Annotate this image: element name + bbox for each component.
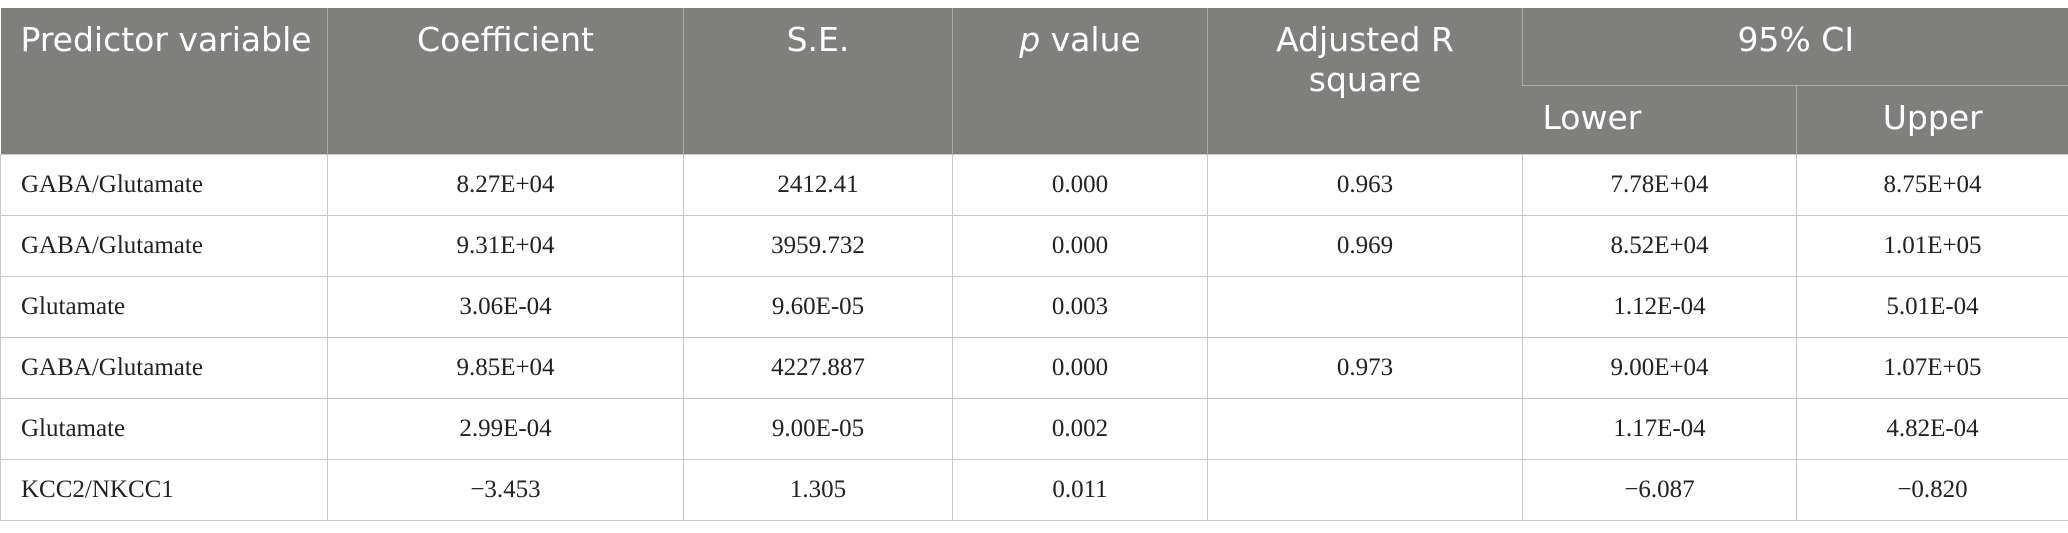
table-row: Glutamate 2.99E-04 9.00E-05 0.002 1.17E-04 4.…: [0, 398, 2068, 460]
table-cell: −3.453: [327, 459, 684, 521]
table-cell: 0.973: [1207, 337, 1523, 399]
table-cell: GABA/Glutamate: [0, 154, 328, 216]
header-cell: Adjusted R square: [1207, 8, 1523, 155]
table-cell: [1207, 276, 1523, 338]
table-cell: 9.31E+04: [327, 215, 684, 277]
header-cell: Predictor variable: [0, 8, 328, 155]
table-cell: 1.305: [683, 459, 953, 521]
table-cell: −6.087: [1522, 459, 1797, 521]
table-cell: 3.06E-04: [327, 276, 684, 338]
table-cell: 0.003: [952, 276, 1208, 338]
table-row: GABA/Glutamate 9.31E+04 3959.732 0.000 0.969…: [0, 215, 2068, 277]
table-cell: [1207, 459, 1523, 521]
table-cell: 1.17E-04: [1522, 398, 1797, 460]
table-cell: 0.011: [952, 459, 1208, 521]
table-cell: GABA/Glutamate: [0, 215, 328, 277]
table-cell: 0.000: [952, 337, 1208, 399]
header-text: p value: [1019, 20, 1141, 59]
table-cell: 0.963: [1207, 154, 1523, 216]
table-cell: 5.01E-04: [1796, 276, 2068, 338]
table-cell: 9.85E+04: [327, 337, 684, 399]
table-cell: KCC2/NKCC1: [0, 459, 328, 521]
table-row: KCC2/NKCC1 −3.453 1.305 0.011 −6.087 −0.820: [0, 459, 2068, 521]
table-cell: [1207, 398, 1523, 460]
header-cell: p value: [952, 8, 1208, 155]
header-cell: Lower: [1522, 85, 1797, 155]
table-cell: 9.00E+04: [1522, 337, 1797, 399]
table-cell: Glutamate: [0, 276, 328, 338]
table-cell: 9.00E-05: [683, 398, 953, 460]
table-cell: 2.99E-04: [327, 398, 684, 460]
header-cell: S.E.: [683, 8, 953, 155]
header-cell: Upper: [1796, 85, 2068, 155]
table-cell: −0.820: [1796, 459, 2068, 521]
table-cell: 9.60E-05: [683, 276, 953, 338]
table-cell: 0.969: [1207, 215, 1523, 277]
table-cell: 1.12E-04: [1522, 276, 1797, 338]
table-cell: 1.07E+05: [1796, 337, 2068, 399]
table-cell: 4.82E-04: [1796, 398, 2068, 460]
table-row: GABA/Glutamate 8.27E+04 2412.41 0.000 0.963 7…: [0, 154, 2068, 216]
table-cell: GABA/Glutamate: [0, 337, 328, 399]
table-cell: 8.52E+04: [1522, 215, 1797, 277]
table-cell: 8.27E+04: [327, 154, 684, 216]
table-row: Glutamate 3.06E-04 9.60E-05 0.003 1.12E-04 5.…: [0, 276, 2068, 338]
table-cell: Glutamate: [0, 398, 328, 460]
table-cell: 7.78E+04: [1522, 154, 1797, 216]
results-table: Predictor variable Coefficient S.E. p va…: [0, 8, 2068, 521]
table-row: GABA/Glutamate 9.85E+04 4227.887 0.000 0.973…: [0, 337, 2068, 399]
table-cell: 0.002: [952, 398, 1208, 460]
header-group: 95% CI: [1522, 8, 2068, 86]
table-cell: 2412.41: [683, 154, 953, 216]
table-cell: 0.000: [952, 215, 1208, 277]
table-body: GABA/Glutamate 8.27E+04 2412.41 0.000 0.963 7…: [0, 154, 2068, 521]
table-cell: 0.000: [952, 154, 1208, 216]
table-cell: 8.75E+04: [1796, 154, 2068, 216]
header-cell: Coefficient: [327, 8, 684, 155]
table-header: Predictor variable Coefficient S.E. p va…: [0, 8, 2068, 155]
table-cell: 4227.887: [683, 337, 953, 399]
table-cell: 3959.732: [683, 215, 953, 277]
table-cell: 1.01E+05: [1796, 215, 2068, 277]
